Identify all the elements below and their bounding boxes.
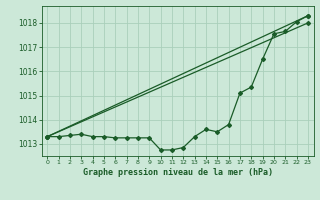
X-axis label: Graphe pression niveau de la mer (hPa): Graphe pression niveau de la mer (hPa) (83, 168, 273, 177)
